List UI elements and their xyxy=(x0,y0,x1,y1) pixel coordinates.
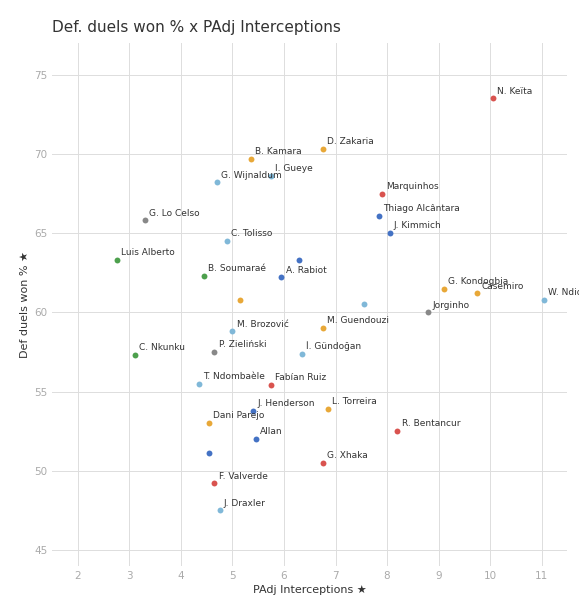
Text: Jorginho: Jorginho xyxy=(433,301,470,309)
Point xyxy=(439,284,448,293)
Point xyxy=(212,178,222,188)
X-axis label: PAdj Interceptions ★: PAdj Interceptions ★ xyxy=(253,585,367,595)
Text: J. Henderson: J. Henderson xyxy=(257,399,315,408)
Text: J. Kimmich: J. Kimmich xyxy=(394,221,442,231)
Text: Allan: Allan xyxy=(260,427,283,436)
Point xyxy=(318,458,327,468)
Point xyxy=(210,347,219,357)
Text: P. Zieliński: P. Zieliński xyxy=(219,340,266,349)
Point xyxy=(248,406,258,416)
Text: I. Gueye: I. Gueye xyxy=(275,164,313,173)
Point xyxy=(378,189,387,199)
Text: R. Bentancur: R. Bentancur xyxy=(401,419,460,429)
Point xyxy=(246,154,255,164)
Text: Def. duels won % x PAdj Interceptions: Def. duels won % x PAdj Interceptions xyxy=(52,20,341,35)
Text: W. Ndidi: W. Ndidi xyxy=(548,288,579,297)
Text: G. Kondogbia: G. Kondogbia xyxy=(448,277,508,286)
Text: G. Xhaka: G. Xhaka xyxy=(327,451,368,460)
Point xyxy=(424,308,433,317)
Point xyxy=(359,300,368,309)
Point xyxy=(200,271,209,281)
Point xyxy=(266,171,276,181)
Point xyxy=(223,236,232,246)
Text: M. Brozović: M. Brozović xyxy=(237,320,288,328)
Text: F. Valverde: F. Valverde xyxy=(219,472,267,481)
Point xyxy=(195,379,204,389)
Text: Fabían Ruiz: Fabían Ruiz xyxy=(275,373,327,383)
Point xyxy=(318,145,327,154)
Text: L. Torreira: L. Torreira xyxy=(332,397,377,406)
Text: D. Zakaria: D. Zakaria xyxy=(327,137,373,146)
Text: A. Rabiot: A. Rabiot xyxy=(285,266,327,275)
Point xyxy=(112,255,121,265)
Text: İ. Gündoğan: İ. Gündoğan xyxy=(306,341,361,351)
Point xyxy=(236,295,245,304)
Point xyxy=(540,295,549,304)
Text: G. Lo Celso: G. Lo Celso xyxy=(149,208,200,218)
Text: B. Soumaraé: B. Soumaraé xyxy=(208,264,266,273)
Text: Thiago Alcântara: Thiago Alcântara xyxy=(383,204,460,213)
Text: Dani Parejo: Dani Parejo xyxy=(214,411,265,421)
Text: M. Guendouzi: M. Guendouzi xyxy=(327,316,389,325)
Text: N. Keïta: N. Keïta xyxy=(497,87,532,96)
Point xyxy=(318,323,327,333)
Text: T. Ndombaèle: T. Ndombaèle xyxy=(203,372,265,381)
Point xyxy=(130,350,139,360)
Text: Luis Alberto: Luis Alberto xyxy=(120,248,174,257)
Text: G. Wijnaldum: G. Wijnaldum xyxy=(221,171,282,180)
Point xyxy=(298,349,307,359)
Point xyxy=(204,448,214,458)
Point xyxy=(375,211,384,221)
Point xyxy=(323,404,332,414)
Y-axis label: Def duels won % ★: Def duels won % ★ xyxy=(20,251,30,358)
Text: B. Kamara: B. Kamara xyxy=(255,147,301,156)
Point xyxy=(385,228,394,238)
Point xyxy=(210,478,219,488)
Point xyxy=(277,272,286,282)
Point xyxy=(393,426,402,436)
Point xyxy=(140,215,149,225)
Text: Marquinhos: Marquinhos xyxy=(386,182,439,191)
Text: C. Tolisso: C. Tolisso xyxy=(232,229,273,238)
Point xyxy=(228,327,237,336)
Point xyxy=(472,288,482,298)
Point xyxy=(251,434,261,444)
Point xyxy=(266,380,276,390)
Text: Casemiro: Casemiro xyxy=(481,282,524,290)
Point xyxy=(204,418,214,428)
Point xyxy=(295,255,304,265)
Text: C. Nkunku: C. Nkunku xyxy=(139,343,185,352)
Text: J. Draxler: J. Draxler xyxy=(223,499,266,507)
Point xyxy=(488,93,497,103)
Point xyxy=(215,506,224,515)
